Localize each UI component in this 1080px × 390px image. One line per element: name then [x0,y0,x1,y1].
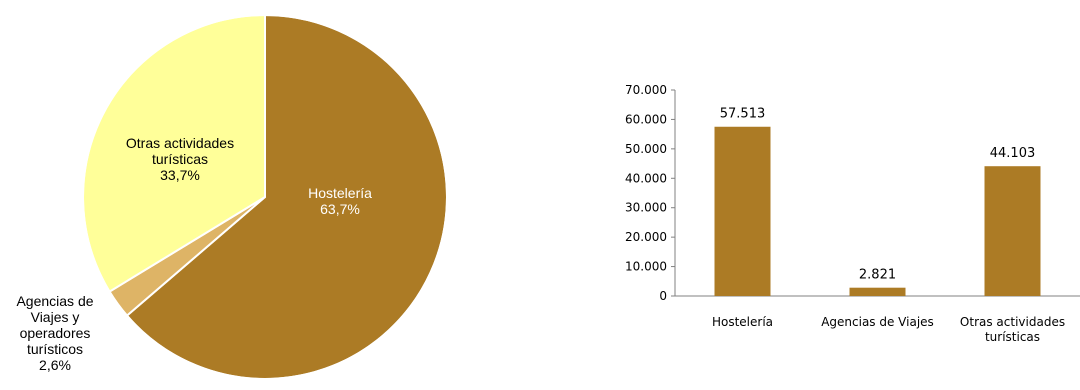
pie-label-3: Otras actividades turísticas 33,7% [126,135,234,183]
bar-2 [849,287,906,296]
y-tick-label-7: 70.000 [625,83,667,97]
x-tick-label-1: Hostelería [712,315,773,329]
y-tick-label-1: 10.000 [625,260,667,274]
bar-value-label-2: 2.821 [859,268,896,283]
y-tick-label-0: 0 [659,289,667,303]
bar-3 [984,166,1041,296]
y-tick-label-5: 50.000 [625,142,667,156]
bar-value-label-1: 57.513 [720,107,766,122]
bar-value-label-3: 44.103 [990,146,1036,161]
bar-chart: 0 10.000 20.000 30.000 40.000 50.000 60.000 70.… [625,83,1080,344]
y-tick-label-6: 60.000 [625,112,667,126]
pie-outline [82,14,448,380]
pie-label-2: Agencias de Viajes y operadores turísticos 2… [16,293,93,373]
x-tick-label-3: Otras actividades turísticas [960,315,1065,344]
pie-label-1: Hostelería 63,7% [308,185,372,217]
y-tick-label-2: 20.000 [625,230,667,244]
pie-chart: Hostelería 63,7% Agencias de Viajes y operad… [16,13,448,380]
y-tick-label-4: 40.000 [625,171,667,185]
bar-1 [714,126,771,296]
x-tick-label-2: Agencias de Viajes [821,315,934,329]
y-tick-label-3: 30.000 [625,201,667,215]
